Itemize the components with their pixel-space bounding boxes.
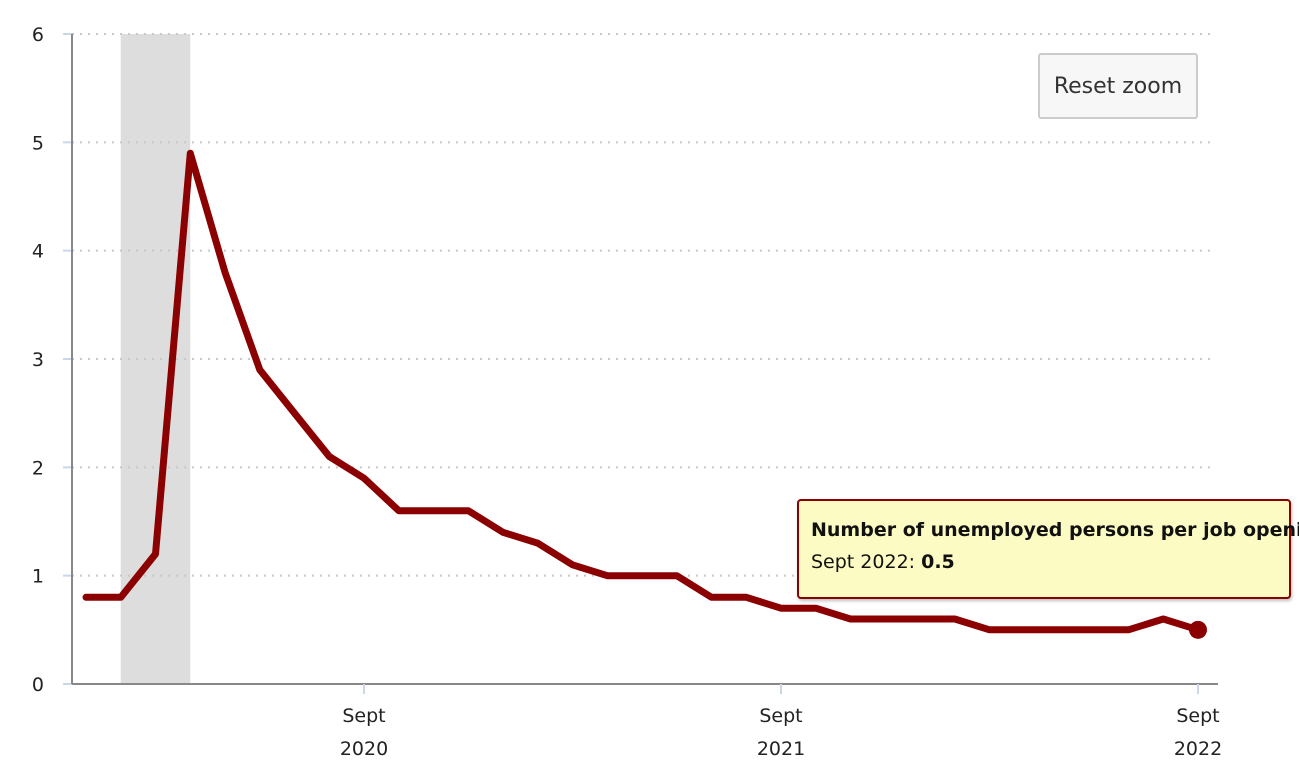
x-tick-label-year: 2021	[757, 738, 805, 760]
tooltip-title: Number of unemployed persons per job ope…	[811, 519, 1299, 541]
y-tick-label: 4	[32, 241, 44, 263]
tooltip: Number of unemployed persons per job ope…	[797, 499, 1299, 599]
y-tick-label: 1	[32, 566, 44, 588]
x-tick-label-month: Sept	[759, 705, 802, 727]
x-tick-label-year: 2020	[340, 738, 388, 760]
recession-band	[120, 34, 191, 684]
tooltip-value: 0.5	[921, 551, 955, 573]
hover-point-marker[interactable]	[1189, 620, 1207, 639]
axis-layer	[63, 33, 1218, 694]
series-line[interactable]	[82, 149, 1202, 634]
x-tick-label-year: 2022	[1174, 738, 1222, 760]
tick-label-layer: 0 1 2 3 4 5 6 Sept 2020 Sept 2021 Sept 2022	[32, 24, 1222, 760]
recession-band-layer	[120, 34, 191, 684]
x-tick-label-month: Sept	[1176, 705, 1219, 727]
tooltip-label: Sept 2022	[811, 551, 909, 573]
tooltip-line: Sept 2022: 0.5	[811, 551, 955, 573]
x-tick-label-month: Sept	[342, 705, 385, 727]
y-tick-label: 0	[32, 674, 44, 696]
y-tick-label: 2	[32, 457, 44, 479]
series-layer[interactable]	[82, 149, 1207, 639]
y-tick-label: 6	[32, 24, 44, 46]
reset-zoom-button[interactable]: Reset zoom	[1038, 53, 1198, 119]
y-tick-label: 5	[32, 132, 44, 154]
y-tick-label: 3	[32, 349, 44, 371]
